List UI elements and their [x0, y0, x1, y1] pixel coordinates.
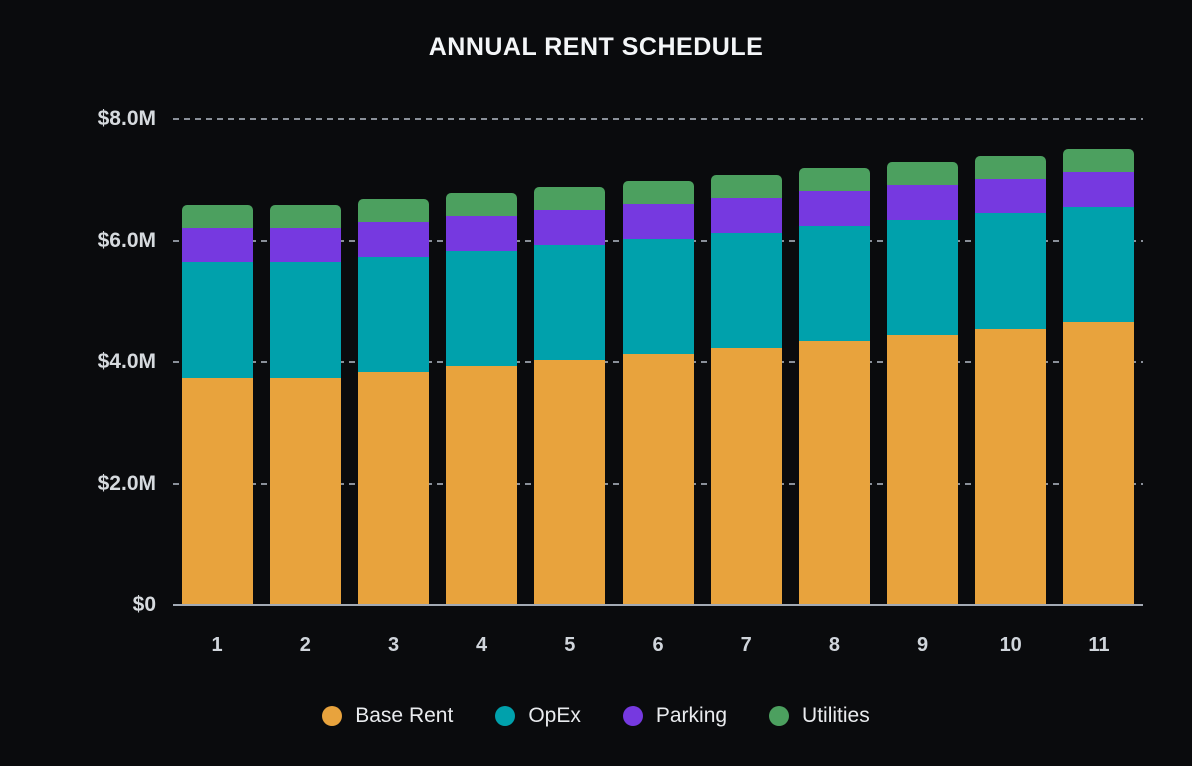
bar-year-7[interactable]	[710, 174, 782, 605]
x-tick-label: 11	[1088, 634, 1110, 656]
bar-year-10[interactable]	[975, 155, 1047, 606]
bar-segment-base-rent[interactable]	[975, 328, 1047, 605]
bar-year-3[interactable]	[358, 199, 429, 605]
x-tick-label: 6	[652, 634, 664, 656]
bar-segment-opex[interactable]	[975, 213, 1047, 329]
bar-segment-opex[interactable]	[269, 262, 341, 378]
bar-year-5[interactable]	[534, 187, 606, 605]
legend-swatch-opex	[495, 706, 516, 726]
bar-segment-base-rent[interactable]	[798, 341, 870, 605]
bar-segment-utilities[interactable]	[622, 181, 694, 205]
x-tick-label: 9	[916, 634, 929, 656]
bar-segment-parking[interactable]	[710, 198, 782, 233]
bar-segment-opex[interactable]	[358, 256, 429, 373]
bar-segment-base-rent[interactable]	[887, 335, 958, 605]
bar-segment-opex[interactable]	[534, 244, 606, 361]
bar-segment-base-rent[interactable]	[269, 377, 341, 605]
bar-segment-base-rent[interactable]	[181, 377, 253, 605]
legend: Base Rent OpEx Parking Utilities	[0, 704, 1192, 728]
legend-label: Utilities	[802, 704, 870, 727]
y-tick-label: $0	[132, 593, 156, 616]
bar-segment-base-rent[interactable]	[1063, 321, 1135, 605]
bar-segment-utilities[interactable]	[798, 168, 870, 192]
x-tick-label: 2	[299, 634, 311, 656]
legend-swatch-parking	[622, 706, 643, 726]
bar-segment-utilities[interactable]	[269, 204, 341, 228]
y-tick-label: $2.0M	[97, 471, 156, 495]
legend-swatch-base-rent	[322, 706, 343, 726]
bar-segment-parking[interactable]	[358, 222, 429, 257]
bar-year-2[interactable]	[269, 204, 341, 605]
bar-segment-opex[interactable]	[181, 262, 253, 378]
bar-segment-base-rent[interactable]	[622, 354, 694, 605]
bar-segment-opex[interactable]	[798, 225, 870, 342]
bar-segment-parking[interactable]	[975, 178, 1047, 214]
bar-segment-opex[interactable]	[887, 219, 958, 336]
bar-segment-utilities[interactable]	[181, 204, 253, 228]
gridline-8.0M	[173, 118, 1143, 120]
bar-segment-utilities[interactable]	[887, 162, 958, 186]
bar-year-4[interactable]	[446, 193, 518, 605]
bar-segment-parking[interactable]	[798, 191, 870, 226]
legend-item-parking[interactable]: Parking	[622, 704, 728, 728]
bar-segment-opex[interactable]	[446, 250, 518, 367]
legend-swatch-utilities	[769, 706, 790, 726]
x-tick-label: 5	[564, 634, 576, 656]
bar-segment-base-rent[interactable]	[534, 360, 606, 605]
bar-segment-opex[interactable]	[622, 238, 694, 355]
legend-item-base-rent[interactable]: Base Rent	[322, 704, 453, 728]
legend-label: OpEx	[528, 704, 581, 727]
bar-year-8[interactable]	[798, 168, 870, 605]
legend-label: Parking	[655, 704, 728, 727]
legend-item-utilities[interactable]: Utilities	[769, 704, 870, 728]
bar-segment-parking[interactable]	[622, 204, 694, 239]
bar-segment-opex[interactable]	[710, 232, 782, 348]
bar-segment-parking[interactable]	[181, 227, 253, 263]
bar-segment-opex[interactable]	[1063, 206, 1135, 322]
bar-segment-base-rent[interactable]	[358, 372, 429, 605]
bar-year-6[interactable]	[622, 181, 694, 605]
bar-segment-parking[interactable]	[446, 216, 518, 251]
x-tick-label: 1	[211, 634, 223, 656]
bar-segment-parking[interactable]	[887, 185, 958, 220]
bar-segment-parking[interactable]	[1063, 171, 1135, 207]
bar-year-11[interactable]	[1063, 148, 1135, 605]
legend-item-opex[interactable]: OpEx	[495, 704, 581, 728]
bar-segment-base-rent[interactable]	[710, 347, 782, 605]
bar-segment-utilities[interactable]	[358, 199, 429, 223]
y-tick-label: $6.0M	[97, 228, 156, 252]
bar-segment-utilities[interactable]	[710, 174, 782, 198]
bar-year-9[interactable]	[887, 162, 958, 605]
x-tick-label: 8	[828, 634, 840, 656]
y-tick-label: $4.0M	[97, 350, 156, 373]
bar-year-1[interactable]	[181, 204, 253, 605]
plot-area	[173, 118, 1143, 606]
y-tick-label: $8.0M	[97, 107, 156, 130]
bar-segment-parking[interactable]	[534, 210, 606, 245]
x-tick-label: 4	[476, 634, 488, 656]
bar-segment-utilities[interactable]	[975, 155, 1047, 179]
legend-label: Base Rent	[355, 704, 454, 727]
bar-segment-parking[interactable]	[269, 227, 341, 263]
x-tick-label: 3	[387, 634, 400, 656]
x-axis-baseline	[173, 604, 1143, 606]
bar-segment-utilities[interactable]	[446, 193, 518, 217]
x-tick-label: 10	[999, 634, 1022, 656]
x-tick-label: 7	[740, 634, 752, 656]
chart-title: ANNUAL RENT SCHEDULE	[428, 33, 764, 61]
bar-segment-base-rent[interactable]	[446, 366, 518, 605]
bar-segment-utilities[interactable]	[1063, 148, 1135, 172]
bar-segment-utilities[interactable]	[534, 187, 606, 211]
